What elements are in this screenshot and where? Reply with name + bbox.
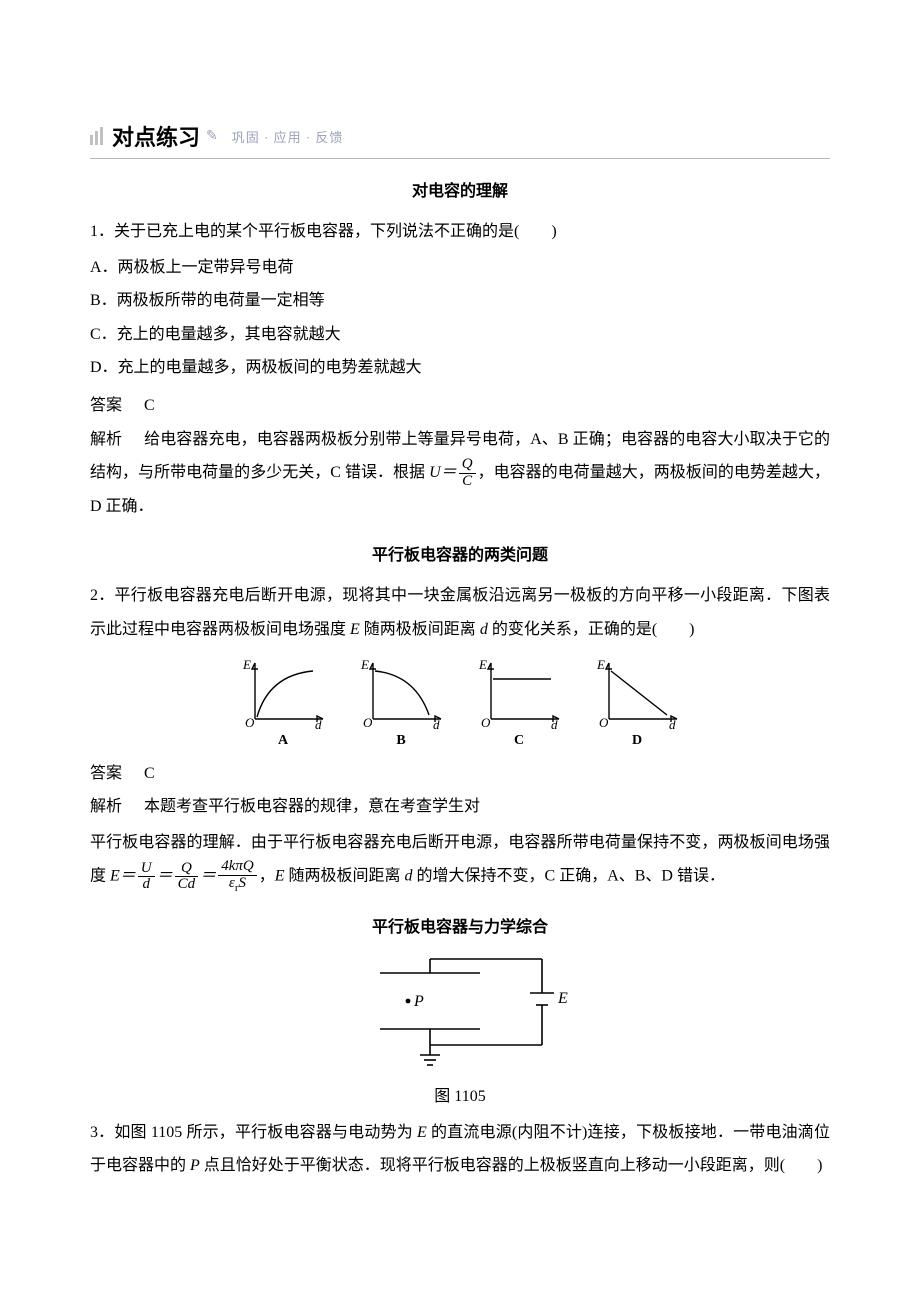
frac-q-over-c: QC <box>459 457 476 490</box>
q1-opt-b: B．两极板所带的电荷量一定相等 <box>90 284 830 318</box>
eq-e-prefix: E＝ <box>110 868 136 885</box>
svg-text:E: E <box>242 657 251 672</box>
q2-analysis-1: 本题考查平行板电容器的规律，意在考查学生对 <box>144 798 480 815</box>
q2-var-d: d <box>480 621 488 638</box>
svg-text:d: d <box>669 717 676 729</box>
q2-a2d: 的增大保持不变，C 正确，A、B、D 错误． <box>413 868 725 885</box>
analysis-label-2: 解析 <box>90 790 122 824</box>
q2-var-e: E <box>350 621 360 638</box>
graph-b-label: B <box>355 733 447 749</box>
answer-label-2: 答案 <box>90 757 122 791</box>
section-heading-3: 平行板电容器与力学综合 <box>90 913 830 937</box>
q3-stem: 3．如图 1­10­5 所示，平行板电容器与电动势为 E 的直流电源(内阻不计)… <box>90 1116 830 1183</box>
q2-stem-2: 随两极板间距离 <box>360 621 480 638</box>
graph-a: E O d A <box>237 657 329 749</box>
frac-4kpq-es: 4kπQεrS <box>218 859 257 894</box>
q3-var-e: E <box>417 1124 427 1141</box>
graph-c-label: C <box>473 733 565 749</box>
graph-c: E O d C <box>473 657 565 749</box>
q1-opt-a: A．两极板上一定带异号电荷 <box>90 251 830 285</box>
header-rule <box>90 158 830 159</box>
eq-u-lhs: U＝ <box>429 464 457 481</box>
svg-text:d: d <box>433 717 440 729</box>
answer-label: 答案 <box>90 389 122 423</box>
q1-options: A．两极板上一定带异号电荷 B．两极板所带的电荷量一定相等 C．充上的电量越多，… <box>90 251 830 385</box>
graph-a-label: A <box>237 733 329 749</box>
graph-row: E O d A E O d B <box>90 657 830 749</box>
q2-a2c: 随两极板间距离 <box>285 868 405 885</box>
q2-a2b: ， <box>259 868 275 885</box>
svg-text:O: O <box>245 715 255 729</box>
fig-caption: 图 1­10­5 <box>90 1082 830 1106</box>
section-heading-2: 平行板电容器的两类问题 <box>90 541 830 565</box>
q1-analysis: 解析给电容器充电，电容器两极板分别带上等量异号电荷，A、B 正确；电容器的电容大… <box>90 423 830 524</box>
q2-analysis-line1: 解析 本题考查平行板电容器的规律，意在考查学生对 <box>90 790 830 824</box>
q2-analysis-line2: 平行板电容器的理解．由于平行板电容器充电后断开电源，电容器所带电荷量保持不变，两… <box>90 826 830 895</box>
svg-text:O: O <box>363 715 373 729</box>
svg-text:E: E <box>478 657 487 672</box>
bars-icon <box>90 125 104 147</box>
q2-answer-line: 答案 C <box>90 757 830 791</box>
svg-text:d: d <box>315 717 322 729</box>
pencil-icon: ✎ <box>206 128 218 145</box>
analysis-label: 解析 <box>90 423 122 457</box>
q3-stem-3: 点且恰好处于平衡状态．现将平行板电容器的上极板竖直向上移动一小段距离，则( ) <box>200 1157 823 1174</box>
q3-stem-1: 3．如图 1­10­5 所示，平行板电容器与电动势为 <box>90 1124 417 1141</box>
graph-d: E O d D <box>591 657 683 749</box>
page-header: 对点练习 ✎ 巩固 · 应用 · 反馈 <box>90 120 830 152</box>
q2-var-e-2: E <box>275 868 285 885</box>
frac-q-cd: QCd <box>175 861 199 894</box>
q1-answer: C <box>144 397 155 414</box>
q2-stem-3: 的变化关系，正确的是( ) <box>488 621 695 638</box>
svg-text:E: E <box>596 657 605 672</box>
q2-answer: C <box>144 765 155 782</box>
svg-text:d: d <box>551 717 558 729</box>
svg-text:P: P <box>413 993 424 1010</box>
q2-stem: 2．平行板电容器充电后断开电源，现将其中一块金属板沿远离另一极板的方向平移一小段… <box>90 579 830 646</box>
q1-stem: 1．关于已充上电的某个平行板电容器，下列说法不正确的是( ) <box>90 215 830 249</box>
circuit-figure: P E <box>90 951 830 1076</box>
svg-text:O: O <box>599 715 609 729</box>
section-heading-1: 对电容的理解 <box>90 177 830 201</box>
q1-opt-c: C．充上的电量越多，其电容就越大 <box>90 318 830 352</box>
q2-var-d-2: d <box>405 868 413 885</box>
header-title: 对点练习 <box>112 120 200 152</box>
svg-text:O: O <box>481 715 491 729</box>
q1-opt-d: D．充上的电量越多，两极板间的电势差就越大 <box>90 351 830 385</box>
frac-u-d: Ud <box>138 861 155 894</box>
header-subtitle: 巩固 · 应用 · 反馈 <box>232 127 344 146</box>
graph-d-label: D <box>591 733 683 749</box>
graph-b: E O d B <box>355 657 447 749</box>
svg-text:E: E <box>557 990 568 1007</box>
q3-var-p: P <box>190 1157 200 1174</box>
svg-text:E: E <box>360 657 369 672</box>
q1-answer-line: 答案 C <box>90 389 830 423</box>
